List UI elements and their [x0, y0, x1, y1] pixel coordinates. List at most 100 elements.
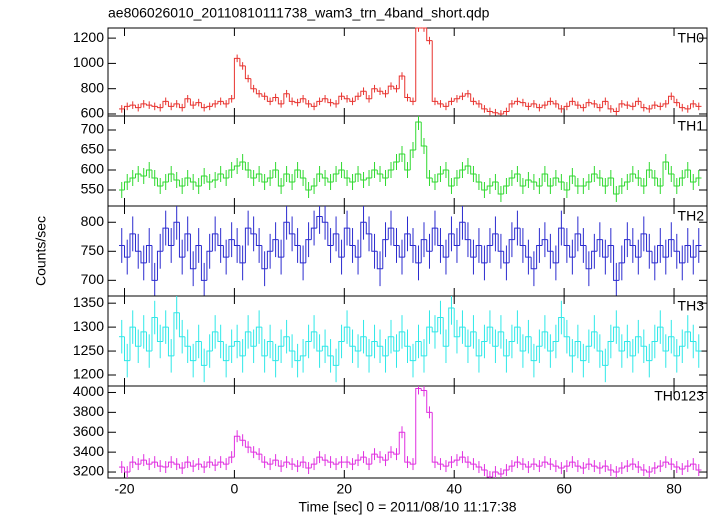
histogram-step: [481, 467, 488, 471]
y-tick-label: 800: [81, 79, 105, 95]
panel-label: TH1: [678, 118, 705, 134]
histogram-step: [585, 102, 592, 108]
histogram-step: [310, 103, 317, 107]
histogram-step: [173, 221, 180, 246]
histogram-step: [250, 78, 257, 90]
histogram-step: [123, 336, 130, 362]
histogram-step: [211, 462, 218, 466]
histogram-step: [173, 103, 180, 107]
histogram-step: [497, 331, 504, 347]
panel-label: TH0: [678, 30, 705, 46]
histogram-step: [580, 341, 587, 362]
y-tick-label: 650: [81, 141, 105, 157]
histogram-step: [151, 317, 158, 352]
histogram-step: [255, 452, 262, 455]
histogram-step: [288, 462, 295, 465]
histogram-step: [453, 177, 460, 186]
histogram-step: [261, 174, 268, 183]
histogram-step: [415, 121, 422, 150]
histogram-step: [134, 105, 141, 109]
histogram-step: [184, 98, 191, 108]
histogram-step: [178, 312, 185, 338]
histogram-step: [552, 177, 559, 186]
histogram-step: [222, 174, 229, 179]
histogram-step: [233, 239, 240, 246]
histogram-step: [519, 462, 526, 465]
histogram-step: [409, 462, 416, 465]
histogram-step: [673, 464, 680, 468]
histogram-step: [195, 340, 202, 361]
histogram-step: [283, 461, 290, 467]
histogram-step: [497, 472, 504, 475]
histogram-step: [695, 103, 702, 107]
histogram-step: [189, 346, 196, 362]
histogram-step: [503, 331, 510, 357]
histogram-step: [305, 178, 312, 191]
histogram-step: [233, 165, 240, 170]
histogram-step: [591, 173, 598, 182]
histogram-step: [162, 181, 169, 186]
histogram-step: [437, 101, 444, 105]
histogram-step: [640, 233, 647, 258]
histogram-step: [332, 355, 339, 366]
histogram-step: [437, 173, 444, 182]
histogram-step: [448, 100, 455, 107]
histogram-step: [222, 462, 229, 465]
histogram-step: [233, 435, 240, 458]
histogram-step: [393, 228, 400, 246]
histogram-step: [327, 346, 334, 357]
histogram-step: [437, 462, 444, 465]
histogram-step: [134, 173, 141, 178]
y-tick-label: 600: [81, 105, 105, 121]
chart-title: ae806026010_20110810111738_wam3_trn_4ban…: [108, 5, 490, 21]
histogram-step: [382, 346, 389, 357]
y-tick-label: 800: [81, 213, 105, 229]
histogram-step: [189, 233, 196, 270]
histogram-step: [618, 467, 625, 473]
histogram-step: [360, 221, 367, 258]
histogram-step: [365, 91, 372, 100]
histogram-step: [310, 227, 317, 240]
y-tick-label: 750: [81, 242, 105, 258]
histogram-step: [431, 412, 438, 463]
histogram-step: [508, 103, 515, 112]
y-tick-label: 1300: [73, 318, 104, 334]
histogram-step: [294, 169, 301, 182]
histogram-step: [321, 98, 328, 102]
histogram-step: [442, 103, 449, 107]
histogram-step: [277, 97, 284, 105]
x-axis-label: Time [sec] 0 = 2011/08/10 11:17:38: [298, 499, 516, 515]
histogram-step: [547, 239, 554, 252]
histogram-step: [552, 251, 559, 264]
histogram-step: [530, 463, 537, 468]
histogram-step: [239, 58, 246, 67]
histogram-step: [184, 177, 191, 186]
histogram-step: [508, 177, 515, 186]
histogram-step: [646, 346, 653, 362]
histogram-step: [261, 327, 268, 357]
y-tick-label: 1200: [73, 366, 104, 382]
histogram-step: [349, 327, 356, 347]
y-tick-label: 1350: [73, 294, 104, 310]
histogram-step: [195, 182, 202, 187]
histogram-step: [129, 177, 136, 182]
histogram-step: [514, 326, 521, 342]
panel-label: TH0123: [654, 388, 704, 404]
y-tick-label: 3200: [73, 463, 104, 479]
histogram-step: [294, 233, 301, 246]
histogram-step: [624, 103, 631, 106]
y-tick-label: 700: [81, 121, 105, 137]
histogram-step: [398, 245, 405, 258]
histogram-step: [387, 169, 394, 178]
histogram-step: [327, 178, 334, 183]
histogram-step: [657, 178, 664, 187]
histogram-step: [321, 174, 328, 179]
histogram-step: [569, 461, 576, 467]
histogram-step: [129, 326, 136, 361]
histogram-step: [442, 245, 449, 258]
histogram-step: [162, 100, 169, 108]
histogram-step: [343, 170, 350, 179]
x-tick-label: 40: [446, 481, 462, 497]
histogram-step: [547, 100, 554, 106]
histogram-step: [173, 312, 180, 356]
